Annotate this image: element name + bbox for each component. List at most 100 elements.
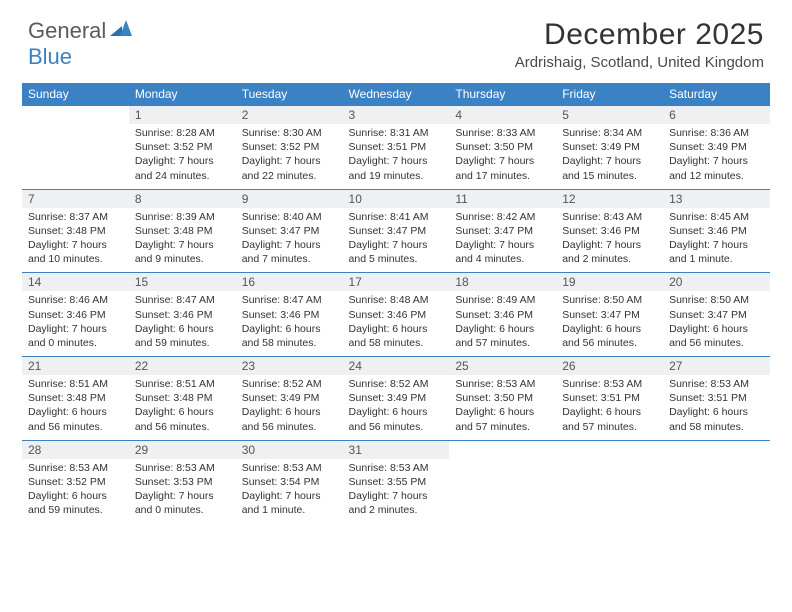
daylight-text-2: and 58 minutes. <box>242 336 337 350</box>
sunset-text: Sunset: 3:55 PM <box>349 475 444 489</box>
daylight-text-2: and 56 minutes. <box>28 420 123 434</box>
content-row: Sunrise: 8:28 AMSunset: 3:52 PM Daylight:… <box>22 124 770 189</box>
day-content-cell: Sunrise: 8:53 AMSunset: 3:54 PMDaylight:… <box>236 459 343 524</box>
day-content-cell: Sunrise: 8:28 AMSunset: 3:52 PMDaylight:… <box>129 124 236 189</box>
daylight-text-2: and 12 minutes. <box>669 169 764 183</box>
daylight-text-1: Daylight: 7 hours <box>242 154 337 168</box>
content-row: Sunrise: 8:53 AMSunset: 3:52 PMDaylight:… <box>22 459 770 524</box>
day-number-cell: 2 <box>236 106 343 125</box>
sunrise-text: Sunrise: 8:30 AM <box>242 126 337 140</box>
daylight-text-2: and 22 minutes. <box>242 169 337 183</box>
sunset-text: Sunset: 3:49 PM <box>669 140 764 154</box>
weekday-header: Thursday <box>449 83 556 106</box>
day-number-cell <box>449 440 556 459</box>
day-content-cell: Sunrise: 8:31 AMSunset: 3:51 PMDaylight:… <box>343 124 450 189</box>
day-content-cell: Sunrise: 8:37 AMSunset: 3:48 PMDaylight:… <box>22 208 129 273</box>
daylight-text-2: and 57 minutes. <box>455 420 550 434</box>
day-content-cell: Sunrise: 8:42 AMSunset: 3:47 PMDaylight:… <box>449 208 556 273</box>
sunrise-text: Sunrise: 8:31 AM <box>349 126 444 140</box>
daylight-text-2: and 7 minutes. <box>242 252 337 266</box>
daylight-text-2: and 59 minutes. <box>28 503 123 517</box>
day-number-cell: 26 <box>556 357 663 376</box>
day-content-cell <box>556 459 663 524</box>
daylight-text-1: Daylight: 6 hours <box>349 405 444 419</box>
sunset-text: Sunset: 3:52 PM <box>135 140 230 154</box>
day-content-cell: Sunrise: 8:52 AMSunset: 3:49 PMDaylight:… <box>236 375 343 440</box>
day-number-cell <box>22 106 129 125</box>
daylight-text-1: Daylight: 6 hours <box>562 322 657 336</box>
day-number-cell: 7 <box>22 189 129 208</box>
day-content-cell: Sunrise: 8:52 AMSunset: 3:49 PMDaylight:… <box>343 375 450 440</box>
daylight-text-1: Daylight: 7 hours <box>28 238 123 252</box>
day-content-cell: Sunrise: 8:48 AMSunset: 3:46 PMDaylight:… <box>343 291 450 356</box>
sunrise-text: Sunrise: 8:52 AM <box>349 377 444 391</box>
sunset-text: Sunset: 3:49 PM <box>349 391 444 405</box>
sunrise-text: Sunrise: 8:36 AM <box>669 126 764 140</box>
daylight-text-1: Daylight: 7 hours <box>455 154 550 168</box>
daylight-text-2: and 17 minutes. <box>455 169 550 183</box>
sunset-text: Sunset: 3:46 PM <box>669 224 764 238</box>
day-content-cell: Sunrise: 8:47 AMSunset: 3:46 PMDaylight:… <box>129 291 236 356</box>
day-content-cell <box>449 459 556 524</box>
day-content-cell: Sunrise: 8:53 AMSunset: 3:52 PMDaylight:… <box>22 459 129 524</box>
weekday-header: Tuesday <box>236 83 343 106</box>
day-content-cell: Sunrise: 8:51 AMSunset: 3:48 PMDaylight:… <box>129 375 236 440</box>
sunrise-text: Sunrise: 8:41 AM <box>349 210 444 224</box>
sunrise-text: Sunrise: 8:48 AM <box>349 293 444 307</box>
sunrise-text: Sunrise: 8:51 AM <box>135 377 230 391</box>
day-content-cell: Sunrise: 8:36 AMSunset: 3:49 PMDaylight:… <box>663 124 770 189</box>
sunrise-text: Sunrise: 8:53 AM <box>669 377 764 391</box>
sunrise-text: Sunrise: 8:53 AM <box>28 461 123 475</box>
day-number-cell: 18 <box>449 273 556 292</box>
day-number-cell: 16 <box>236 273 343 292</box>
weekday-header-row: Sunday Monday Tuesday Wednesday Thursday… <box>22 83 770 106</box>
day-content-cell: Sunrise: 8:53 AMSunset: 3:51 PMDaylight:… <box>663 375 770 440</box>
day-content-cell: Sunrise: 8:34 AMSunset: 3:49 PMDaylight:… <box>556 124 663 189</box>
sunrise-text: Sunrise: 8:50 AM <box>669 293 764 307</box>
sunrise-text: Sunrise: 8:28 AM <box>135 126 230 140</box>
daylight-text-2: and 5 minutes. <box>349 252 444 266</box>
title-block: December 2025 Ardrishaig, Scotland, Unit… <box>515 18 764 71</box>
day-number-cell: 1 <box>129 106 236 125</box>
daylight-text-2: and 56 minutes. <box>562 336 657 350</box>
daylight-text-2: and 56 minutes. <box>349 420 444 434</box>
sunrise-text: Sunrise: 8:53 AM <box>242 461 337 475</box>
brand-part2-wrap: Blue <box>28 44 72 70</box>
day-number-cell: 14 <box>22 273 129 292</box>
day-number-cell: 3 <box>343 106 450 125</box>
sunset-text: Sunset: 3:46 PM <box>28 308 123 322</box>
sunset-text: Sunset: 3:48 PM <box>135 224 230 238</box>
day-content-cell: Sunrise: 8:53 AMSunset: 3:55 PMDaylight:… <box>343 459 450 524</box>
daylight-text-1: Daylight: 6 hours <box>28 489 123 503</box>
daynum-row: 21222324252627 <box>22 357 770 376</box>
daylight-text-1: Daylight: 6 hours <box>562 405 657 419</box>
sunrise-text: Sunrise: 8:53 AM <box>135 461 230 475</box>
sunrise-text: Sunrise: 8:47 AM <box>242 293 337 307</box>
day-number-cell: 12 <box>556 189 663 208</box>
daylight-text-1: Daylight: 6 hours <box>349 322 444 336</box>
day-number-cell: 4 <box>449 106 556 125</box>
sunset-text: Sunset: 3:48 PM <box>28 391 123 405</box>
brand-part1: General <box>28 18 106 44</box>
day-content-cell <box>22 124 129 189</box>
daylight-text-2: and 56 minutes. <box>669 336 764 350</box>
day-content-cell <box>663 459 770 524</box>
day-content-cell: Sunrise: 8:39 AMSunset: 3:48 PMDaylight:… <box>129 208 236 273</box>
daylight-text-1: Daylight: 7 hours <box>349 489 444 503</box>
day-number-cell: 8 <box>129 189 236 208</box>
day-content-cell: Sunrise: 8:33 AMSunset: 3:50 PMDaylight:… <box>449 124 556 189</box>
sunset-text: Sunset: 3:46 PM <box>242 308 337 322</box>
sunset-text: Sunset: 3:48 PM <box>135 391 230 405</box>
calendar-body: 123456Sunrise: 8:28 AMSunset: 3:52 PMDay… <box>22 106 770 524</box>
daylight-text-2: and 15 minutes. <box>562 169 657 183</box>
daylight-text-2: and 10 minutes. <box>28 252 123 266</box>
day-number-cell <box>556 440 663 459</box>
header: General December 2025 Ardrishaig, Scotla… <box>0 0 792 75</box>
daylight-text-2: and 58 minutes. <box>669 420 764 434</box>
sunset-text: Sunset: 3:47 PM <box>562 308 657 322</box>
daylight-text-1: Daylight: 7 hours <box>669 154 764 168</box>
daylight-text-2: and 2 minutes. <box>349 503 444 517</box>
daylight-text-2: and 0 minutes. <box>28 336 123 350</box>
sunset-text: Sunset: 3:51 PM <box>562 391 657 405</box>
day-content-cell: Sunrise: 8:53 AMSunset: 3:50 PMDaylight:… <box>449 375 556 440</box>
